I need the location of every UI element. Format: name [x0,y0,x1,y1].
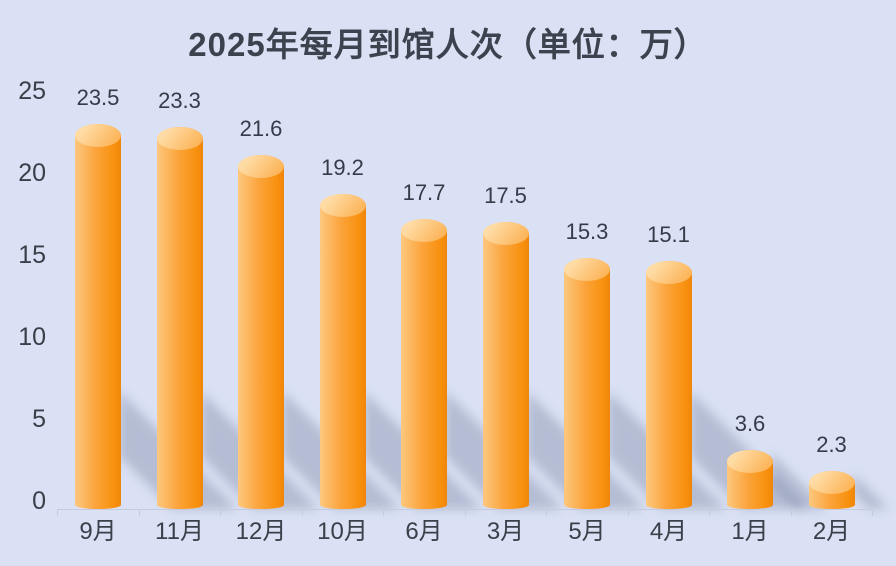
bar-value-label: 15.3 [565,219,609,245]
y-axis-label: 0 [32,487,46,515]
bar-top-face [808,471,855,495]
bar-value-label: 17.7 [402,179,446,205]
y-axis-label: 5 [32,405,46,433]
x-axis-tick [546,509,548,516]
bar-value-label: 3.6 [734,410,766,436]
x-axis-label: 6月 [405,518,443,545]
x-axis-label: 2月 [812,518,851,545]
bar-cylinder[interactable] [564,258,610,509]
bar-top-face [645,261,692,285]
bar-top-face [319,194,366,218]
bar-top-face [75,123,121,147]
x-axis-tick [301,509,303,516]
x-axis-label: 12月 [235,518,287,545]
bar-value-label: 17.5 [484,183,527,208]
x-axis-tick [138,509,140,516]
x-axis-label: 1月 [731,518,769,545]
x-axis-tick [57,509,59,516]
x-axis-tick [627,509,629,516]
y-axis-label: 10 [18,323,46,351]
x-axis-label: 3月 [486,518,525,545]
bar-cylinder[interactable] [319,194,366,509]
bar-cylinder[interactable] [808,471,855,509]
bar-cylinder[interactable] [401,218,447,509]
bar-top-face [482,222,529,245]
bar-top-face [238,154,284,178]
x-axis-tick [872,509,874,516]
bar-value-label: 21.6 [239,115,283,141]
bar-value-label: 23.5 [76,84,120,110]
bar-cylinder[interactable] [156,126,203,509]
chart-title: 2025年每月到馆人次（单位：万） [188,26,708,63]
bar-cylinder[interactable] [645,261,692,509]
x-axis-tick [709,509,711,516]
y-axis-label: 20 [18,159,46,187]
x-axis-label: 11月 [155,518,204,545]
bar-top-face [564,258,610,282]
bar-cylinder[interactable] [727,449,773,509]
x-axis-tick [790,509,792,516]
x-axis-tick [383,509,385,516]
x-axis-label: 4月 [649,518,688,545]
x-axis-tick [220,509,222,516]
bar-top-face [727,449,773,473]
x-axis-label: 10月 [317,518,368,545]
bar-floor-shadow-shape [852,473,889,509]
y-axis-label: 25 [18,77,46,105]
x-axis-tick [464,509,466,516]
bar-floor-shadow [852,473,889,509]
x-axis-line [57,509,872,510]
y-axis-label: 15 [18,241,46,269]
bar-top-face [401,218,447,242]
bar-value-label: 2.3 [816,432,847,458]
bar-value-label: 19.2 [321,155,364,181]
x-axis-label: 9月 [79,518,117,545]
bar-value-label: 23.3 [158,87,201,113]
bar-cylinder[interactable] [482,222,529,509]
bar-cylinder[interactable] [238,154,284,509]
bar-value-label: 15.1 [647,222,690,248]
bar-cylinder[interactable] [75,123,121,509]
bar-top-face [156,126,203,150]
x-axis-label: 5月 [568,518,606,545]
